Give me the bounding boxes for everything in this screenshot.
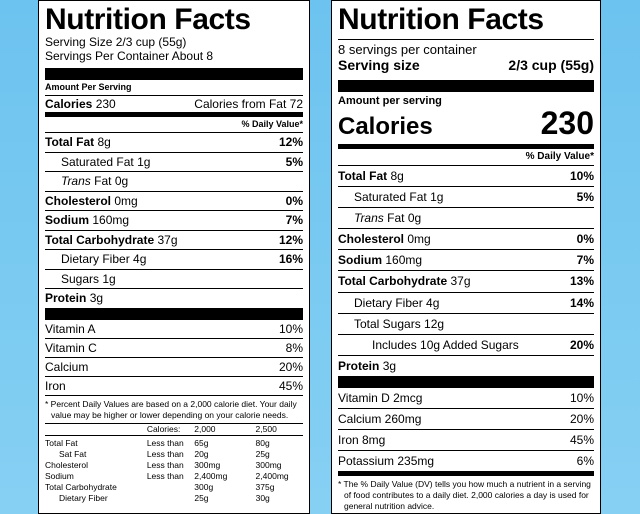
table-header: Calories: 2,000 2,500 [45, 424, 303, 436]
new-label-title: Nutrition Facts [338, 3, 544, 36]
new-vitamin-row: Potassium 235mg 6% [338, 449, 594, 471]
divider [338, 39, 594, 40]
divider [45, 307, 303, 320]
old-servings-per-container: Servings Per Container About 8 [45, 49, 214, 63]
divider [45, 112, 303, 117]
new-nutrient-row: Cholesterol 0mg 0% [338, 228, 594, 249]
old-vitamin-row: Iron 45% [45, 375, 303, 395]
old-nutrient-row: Sugars 1g [45, 268, 303, 289]
new-nutrient-row: Total Fat 8g 10% [338, 165, 594, 186]
new-nutrient-row: Protein 3g [338, 354, 594, 376]
table-row: Total Fat Less than 65g 80g [45, 437, 270, 448]
divider [338, 144, 594, 149]
new-amount-per-serving: Amount per serving [338, 95, 442, 107]
new-nutrient-row: Trans Fat 0g [338, 207, 594, 228]
new-nutrient-row: Sodium 160mg 7% [338, 249, 594, 270]
new-nutrient-row: Total Carbohydrate 37g 13% [338, 270, 594, 291]
old-label-title: Nutrition Facts [45, 3, 251, 36]
new-calories-row: Calories 230 [338, 105, 594, 141]
new-nutrient-row: Dietary Fiber 4g 14% [338, 291, 594, 313]
divider [338, 375, 594, 388]
divider [338, 80, 594, 92]
old-nutrition-label: Nutrition Facts Serving Size 2/3 cup (55… [38, 0, 310, 514]
old-calories-row: Calories 230 Calories from Fat 72 [45, 95, 303, 112]
old-nutrient-row: Trans Fat 0g [45, 171, 303, 191]
new-nutrient-row: Includes 10g Added Sugars 20% [338, 333, 594, 355]
old-nutrient-row: Protein 3g [45, 288, 303, 308]
old-nutrient-row: Cholesterol 0mg 0% [45, 190, 303, 211]
old-nutrient-row: Saturated Fat 1g 5% [45, 151, 303, 172]
old-calories-label: Calories [45, 97, 93, 111]
old-calories-from-fat: Calories from Fat 72 [194, 97, 303, 111]
divider [45, 68, 303, 80]
old-daily-value-header: % Daily Value* [241, 119, 303, 129]
new-nutrient-row: Saturated Fat 1g 5% [338, 186, 594, 207]
new-vitamin-row: Iron 8mg 45% [338, 428, 594, 450]
old-nutrient-row: Dietary Fiber 4g 16% [45, 249, 303, 269]
new-vitamin-row: Vitamin D 2mcg 10% [338, 390, 594, 405]
new-serving-size-row: Serving size 2/3 cup (55g) [338, 57, 594, 73]
new-nutrient-row: Total Sugars 12g [338, 312, 594, 334]
table-row: Sat Fat Less than 20g 25g [59, 448, 270, 459]
old-amount-per-serving: Amount Per Serving [45, 82, 132, 92]
table-row: Dietary Fiber 25g 30g [59, 492, 270, 503]
old-vitamin-row: Vitamin A 10% [45, 321, 303, 336]
table-row: Sodium Less than 2,400mg 2,400mg [45, 470, 289, 481]
old-daily-values-table: Calories: 2,000 2,500 Total Fat Less tha… [45, 422, 303, 504]
old-nutrient-row: Total Carbohydrate 37g 12% [45, 229, 303, 250]
new-footnote: * The % Daily Value (DV) tells you how m… [338, 478, 591, 511]
table-row: Cholesterol Less than 300mg 300mg [45, 459, 282, 470]
new-daily-value-header: % Daily Value* [525, 151, 594, 162]
table-row: Total Carbohydrate 300g 375g [45, 481, 275, 492]
old-footnote: * Percent Daily Values are based on a 2,… [45, 394, 303, 423]
old-vitamin-row: Vitamin C 8% [45, 337, 303, 357]
old-serving-size: Serving Size 2/3 cup (55g) [45, 35, 187, 49]
old-nutrient-row: Sodium 160mg 7% [45, 210, 303, 230]
old-nutrient-row: Total Fat 8g 12% [45, 132, 303, 152]
divider [338, 470, 594, 476]
new-nutrition-label: Nutrition Facts 8 servings per container… [331, 0, 601, 514]
old-vitamin-row: Calcium 20% [45, 356, 303, 376]
new-servings-per-container: 8 servings per container [338, 42, 477, 57]
old-calories-value: 230 [95, 97, 116, 111]
new-vitamin-row: Calcium 260mg 20% [338, 407, 594, 429]
